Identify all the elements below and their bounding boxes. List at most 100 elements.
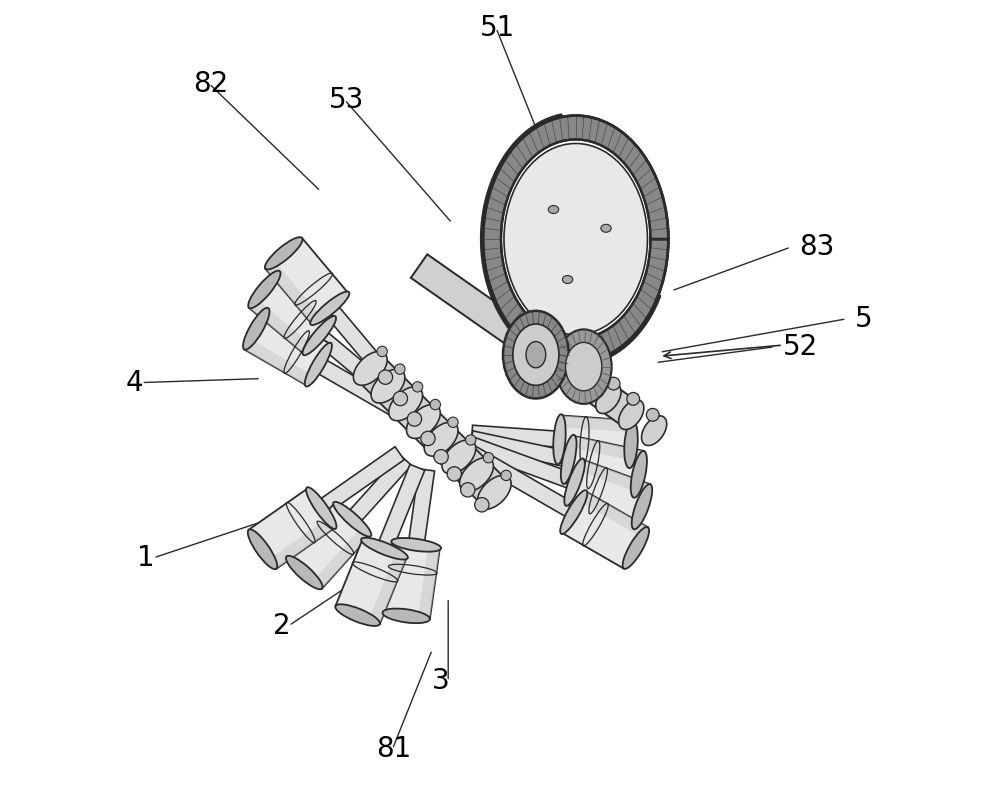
Polygon shape [470, 431, 570, 467]
Polygon shape [346, 454, 412, 524]
Ellipse shape [501, 470, 511, 481]
Ellipse shape [503, 311, 569, 398]
Ellipse shape [475, 497, 489, 512]
Polygon shape [571, 436, 644, 462]
Ellipse shape [361, 538, 408, 559]
Polygon shape [249, 271, 335, 354]
Polygon shape [418, 547, 440, 619]
Ellipse shape [378, 370, 393, 384]
Polygon shape [564, 436, 644, 497]
Ellipse shape [424, 422, 458, 456]
Ellipse shape [631, 451, 647, 497]
Polygon shape [532, 339, 643, 429]
Ellipse shape [243, 308, 269, 350]
Ellipse shape [566, 343, 602, 391]
Ellipse shape [391, 538, 441, 552]
Polygon shape [249, 299, 312, 354]
Polygon shape [317, 446, 404, 515]
Text: 5: 5 [855, 304, 872, 333]
Ellipse shape [550, 351, 575, 382]
Text: 51: 51 [480, 14, 515, 42]
Ellipse shape [560, 490, 587, 534]
Polygon shape [335, 540, 407, 624]
Ellipse shape [421, 431, 435, 446]
Polygon shape [580, 492, 648, 538]
Polygon shape [467, 437, 577, 489]
Polygon shape [483, 116, 668, 363]
Ellipse shape [371, 369, 405, 403]
Polygon shape [244, 308, 330, 385]
Polygon shape [463, 443, 578, 519]
Polygon shape [562, 492, 648, 568]
Ellipse shape [448, 417, 458, 427]
Polygon shape [377, 465, 425, 552]
Ellipse shape [587, 363, 600, 375]
Ellipse shape [393, 391, 408, 406]
Polygon shape [265, 261, 321, 324]
Ellipse shape [442, 440, 476, 474]
Polygon shape [313, 528, 370, 588]
Ellipse shape [623, 527, 649, 569]
Ellipse shape [286, 556, 323, 589]
Text: 1: 1 [137, 544, 155, 572]
Ellipse shape [461, 483, 475, 497]
Ellipse shape [548, 206, 559, 214]
Ellipse shape [646, 408, 659, 421]
Ellipse shape [265, 238, 302, 269]
Ellipse shape [306, 487, 336, 529]
Ellipse shape [305, 343, 332, 387]
Polygon shape [269, 518, 335, 569]
Ellipse shape [527, 336, 552, 366]
Polygon shape [358, 356, 507, 505]
Ellipse shape [562, 276, 573, 284]
Text: 2: 2 [273, 611, 290, 640]
Text: 3: 3 [432, 667, 450, 696]
Ellipse shape [504, 143, 647, 335]
Text: 53: 53 [329, 85, 364, 114]
Ellipse shape [627, 392, 640, 405]
Ellipse shape [601, 224, 611, 232]
Ellipse shape [248, 271, 281, 308]
Ellipse shape [642, 416, 667, 446]
Ellipse shape [619, 400, 644, 430]
Polygon shape [383, 541, 440, 619]
Ellipse shape [573, 368, 598, 398]
Ellipse shape [389, 387, 423, 421]
Ellipse shape [466, 435, 476, 446]
Ellipse shape [607, 377, 620, 390]
Ellipse shape [310, 292, 349, 325]
Ellipse shape [407, 412, 422, 426]
Ellipse shape [333, 502, 371, 536]
Ellipse shape [564, 458, 585, 506]
Polygon shape [558, 415, 633, 468]
Ellipse shape [447, 467, 461, 481]
Ellipse shape [406, 405, 440, 438]
Ellipse shape [460, 457, 493, 492]
Ellipse shape [248, 529, 277, 569]
Polygon shape [286, 503, 370, 588]
Ellipse shape [556, 329, 612, 404]
Ellipse shape [483, 453, 494, 463]
Ellipse shape [412, 382, 423, 392]
Polygon shape [265, 238, 348, 324]
Ellipse shape [561, 435, 577, 484]
Ellipse shape [335, 604, 380, 626]
Ellipse shape [477, 476, 511, 509]
Polygon shape [324, 303, 413, 405]
Polygon shape [566, 460, 650, 529]
Ellipse shape [430, 399, 440, 410]
Ellipse shape [553, 414, 566, 465]
Polygon shape [560, 415, 633, 432]
Polygon shape [471, 426, 560, 447]
Text: 83: 83 [799, 233, 834, 261]
Ellipse shape [513, 324, 559, 386]
Ellipse shape [395, 364, 405, 375]
Polygon shape [249, 489, 335, 569]
Polygon shape [411, 254, 548, 363]
Ellipse shape [596, 384, 621, 414]
Ellipse shape [382, 609, 430, 623]
Text: 82: 82 [193, 69, 228, 98]
Polygon shape [314, 329, 407, 411]
Polygon shape [579, 460, 650, 496]
Polygon shape [408, 469, 435, 546]
